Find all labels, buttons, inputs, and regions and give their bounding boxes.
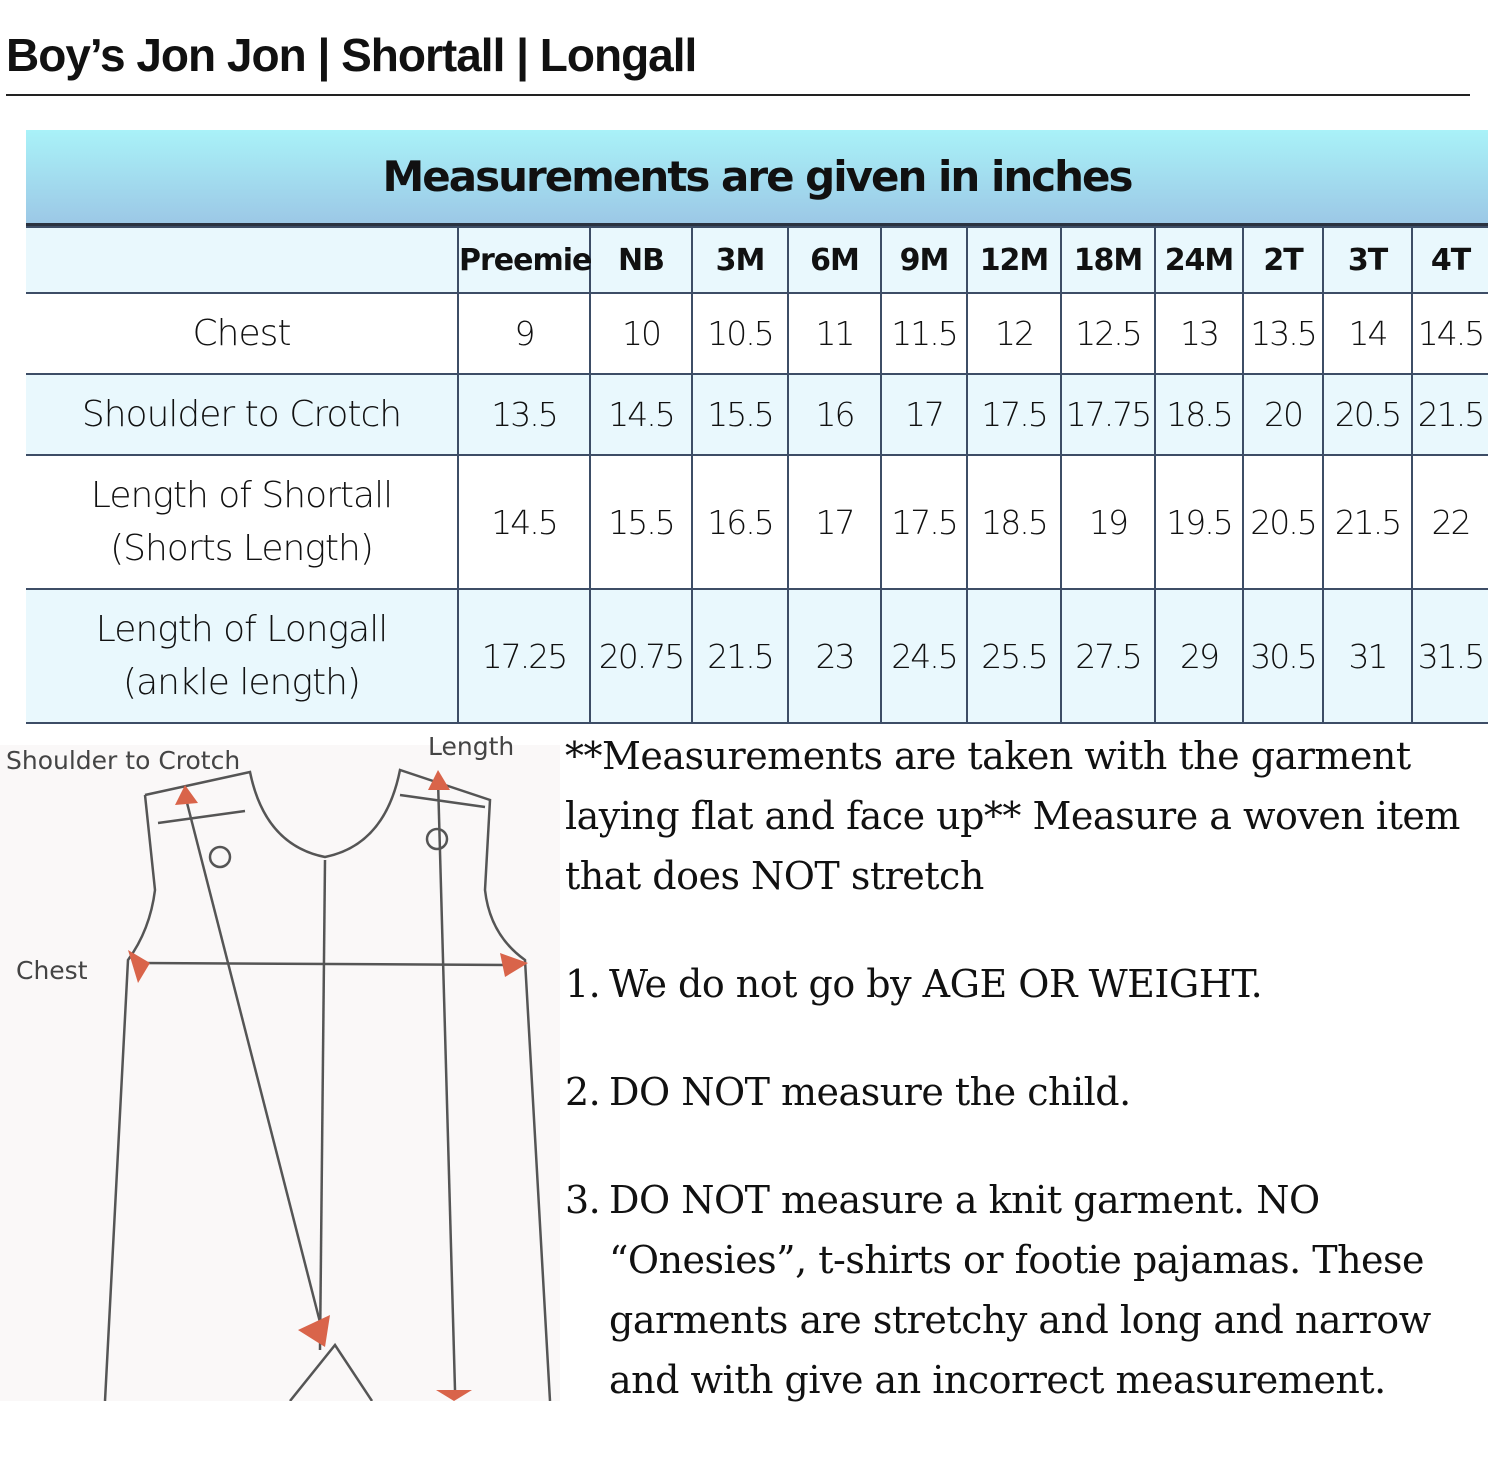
- measurement-cell: 10: [589, 292, 693, 375]
- size-table: Preemie NB 3M 6M 9M 12M 18M 24M 2T 3T 4T Chest 9 10 1…: [26, 226, 1488, 724]
- note-item: 3. DO NOT measure a knit garment. NO “One…: [565, 1178, 1431, 1402]
- table-row: Chest 9 10 10.5 11 11.5 12 12.5 13 13.5 14 14.5: [26, 292, 1488, 375]
- garment-diagram: Shoulder to Crotch Length Chest: [0, 732, 560, 1401]
- row-label-text: Length of Shortall: [90, 475, 393, 516]
- measurement-cell: 21.5: [1322, 454, 1413, 590]
- table-row: Length of Longall (ankle length) 17.25 20.7…: [26, 588, 1488, 724]
- size-header: Preemie: [457, 226, 592, 294]
- size-header: 3T: [1322, 226, 1413, 294]
- row-label: Chest: [26, 292, 459, 375]
- size-header: 3M: [691, 226, 789, 294]
- length-label: Length: [428, 732, 514, 761]
- row-label: Length of Shortall (Shorts Length): [26, 454, 459, 590]
- measurement-cell: 12.5: [1060, 292, 1156, 375]
- measurement-cell: 23: [787, 588, 882, 724]
- measurement-cell: 20.5: [1322, 373, 1413, 456]
- measurement-cell: 13.5: [457, 373, 591, 456]
- arrow-heads: [128, 770, 528, 1401]
- measurement-cell: 27.5: [1060, 588, 1156, 724]
- size-header: 2T: [1242, 226, 1324, 294]
- measurement-cell: 18.5: [966, 454, 1062, 590]
- measurement-cell: 10.5: [691, 292, 789, 375]
- measurement-cell: 20.75: [589, 588, 693, 724]
- measurement-cell: 17.5: [966, 373, 1062, 456]
- row-label-subtext: (ankle length): [123, 662, 361, 703]
- size-header: NB: [589, 226, 693, 294]
- shoulder-label: Shoulder to Crotch: [6, 746, 240, 775]
- note-item: 2. DO NOT measure the child.: [565, 1070, 1131, 1114]
- measurement-cell: 17.75: [1060, 373, 1156, 456]
- measurement-cell: 17.25: [457, 588, 591, 724]
- note-item: 1. We do not go by AGE OR WEIGHT.: [565, 962, 1263, 1006]
- row-label-text: Length of Longall: [95, 609, 388, 650]
- measurement-cell: 19.5: [1154, 454, 1244, 590]
- chest-label: Chest: [16, 956, 88, 985]
- measurement-cell: 20.5: [1242, 454, 1324, 590]
- measurement-cell: 15.5: [589, 454, 693, 590]
- measurement-cell: 31: [1322, 588, 1413, 724]
- row-label-subtext: (Shorts Length): [110, 528, 374, 569]
- measurement-cell: 13: [1154, 292, 1244, 375]
- measurement-cell: 17: [880, 373, 968, 456]
- size-header: 18M: [1060, 226, 1156, 294]
- table-title: Measurements are given in inches: [26, 130, 1488, 226]
- measurement-cell: 25.5: [966, 588, 1062, 724]
- measurement-cell: 24.5: [880, 588, 968, 724]
- measurement-cell: 17.5: [880, 454, 968, 590]
- measurement-cell: 14: [1322, 292, 1413, 375]
- measurement-cell: 29: [1154, 588, 1244, 724]
- size-header: 24M: [1154, 226, 1244, 294]
- size-header: 9M: [880, 226, 968, 294]
- row-label: Length of Longall (ankle length): [26, 588, 459, 724]
- size-header: 6M: [787, 226, 882, 294]
- measurement-cell: 22: [1411, 454, 1488, 590]
- size-header: 4T: [1411, 226, 1488, 294]
- measurement-cell: 11.5: [880, 292, 968, 375]
- row-label-text: Shoulder to Crotch: [81, 394, 402, 435]
- measurement-cell: 21.5: [691, 588, 789, 724]
- measurement-cell: 15.5: [691, 373, 789, 456]
- row-label: Shoulder to Crotch: [26, 373, 459, 456]
- measurement-cell: 20: [1242, 373, 1324, 456]
- size-header: 12M: [966, 226, 1062, 294]
- measurement-cell: 31.5: [1411, 588, 1488, 724]
- measurement-cell: 14.5: [457, 454, 591, 590]
- table-row: Shoulder to Crotch 13.5 14.5 15.5 16 17 17.5 17…: [26, 373, 1488, 456]
- measurement-cell: 14.5: [589, 373, 693, 456]
- measurement-cell: 9: [457, 292, 591, 375]
- measurement-cell: 30.5: [1242, 588, 1324, 724]
- size-header-row: Preemie NB 3M 6M 9M 12M 18M 24M 2T 3T 4T: [26, 226, 1488, 294]
- measurement-cell: 11: [787, 292, 882, 375]
- measurement-cell: 16: [787, 373, 882, 456]
- measurement-cell: 21.5: [1411, 373, 1488, 456]
- measurement-cell: 13.5: [1242, 292, 1324, 375]
- measurement-cell: 17: [787, 454, 882, 590]
- measurement-cell: 16.5: [691, 454, 789, 590]
- measurement-cell: 19: [1060, 454, 1156, 590]
- page-title: Boy’s Jon Jon | Shortall | Longall: [6, 29, 697, 81]
- table-row: Length of Shortall (Shorts Length) 14.5 15.…: [26, 454, 1488, 590]
- notes-intro: **Measurements are taken with the garmen…: [565, 734, 1460, 898]
- title-divider: [6, 94, 1470, 96]
- measurement-cell: 18.5: [1154, 373, 1244, 456]
- size-chart: Measurements are given in inches Preemie…: [26, 130, 1488, 724]
- corner-cell: [26, 226, 459, 294]
- measurement-cell: 12: [966, 292, 1062, 375]
- measurement-cell: 14.5: [1411, 292, 1488, 375]
- measurement-notes: **Measurements are taken with the garmen…: [565, 726, 1465, 1410]
- row-label-text: Chest: [192, 313, 292, 354]
